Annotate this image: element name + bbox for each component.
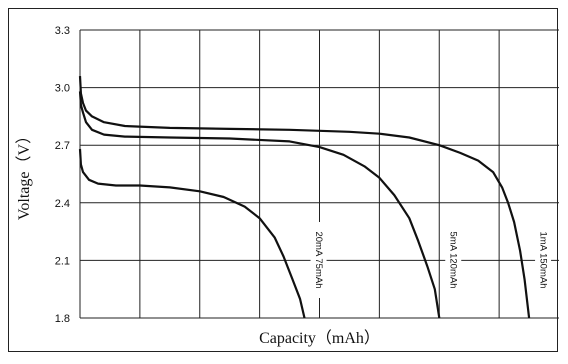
- y-tick-label: 3.0: [55, 83, 70, 95]
- y-tick-labels: 3.3 3.0 2.7 2.4 2.1 1.8: [55, 25, 70, 325]
- series-line: [78, 76, 531, 319]
- y-tick-label: 1.8: [55, 313, 70, 325]
- curve-label-gap: [535, 222, 552, 298]
- chart-frame: 3.3 3.0 2.7 2.4 2.1 1.8 1mA 150mAh 5mA 120mAh 2…: [8, 8, 559, 352]
- y-axis-title: Voltage（V）: [15, 128, 33, 220]
- y-tick-label: 2.1: [55, 255, 70, 267]
- curve-label-gap: [310, 222, 327, 298]
- series-line: [78, 148, 306, 319]
- voltage-capacity-chart: 3.3 3.0 2.7 2.4 2.1 1.8 1mA 150mAh 5mA 120mAh 2…: [15, 25, 559, 347]
- curve-label: 5mA 120mAh: [448, 231, 459, 288]
- curve-label-gap: [445, 222, 462, 298]
- y-tick-label: 2.7: [55, 140, 70, 152]
- series-line: [78, 91, 441, 319]
- curve-label: 20mA 75mAh: [313, 231, 324, 288]
- x-axis-title: Capacity（mAh）: [259, 329, 380, 347]
- y-tick-label: 2.4: [55, 198, 70, 210]
- curve-label: 1mA 150mAh: [538, 231, 549, 288]
- curve-labels: 1mA 150mAh 5mA 120mAh 20mA 75mAh: [310, 222, 552, 298]
- discharge-curves: [78, 76, 531, 319]
- y-tick-label: 3.3: [55, 25, 70, 37]
